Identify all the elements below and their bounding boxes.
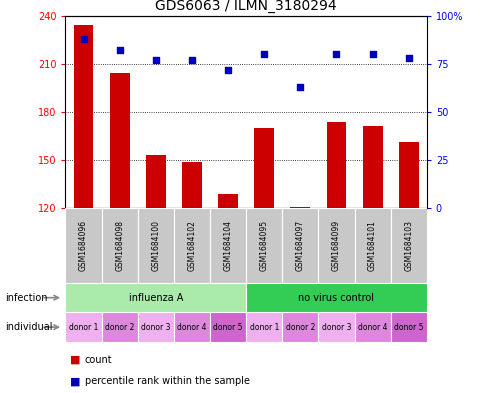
Text: donor 3: donor 3 [321, 323, 350, 332]
Text: donor 5: donor 5 [393, 323, 423, 332]
Bar [146, 155, 166, 208]
Point [79, 36, 87, 42]
Bar [245, 283, 426, 312]
Text: individual: individual [5, 322, 52, 332]
Point [332, 51, 340, 57]
Bar [182, 162, 201, 208]
Point [404, 55, 412, 61]
Bar [218, 194, 238, 208]
Title: GDS6063 / ILMN_3180294: GDS6063 / ILMN_3180294 [155, 0, 336, 13]
Bar [137, 208, 173, 283]
Bar [109, 73, 129, 208]
Text: donor 3: donor 3 [141, 323, 170, 332]
Bar [173, 312, 210, 342]
Bar [137, 312, 173, 342]
Text: donor 2: donor 2 [105, 323, 134, 332]
Text: GSM1684103: GSM1684103 [403, 220, 412, 271]
Bar [390, 312, 426, 342]
Bar [318, 312, 354, 342]
Bar [290, 207, 310, 208]
Text: donor 4: donor 4 [177, 323, 206, 332]
Text: influenza A: influenza A [128, 293, 182, 303]
Bar [210, 312, 245, 342]
Bar [354, 312, 390, 342]
Bar [354, 208, 390, 283]
Bar [390, 208, 426, 283]
Text: ■: ■ [70, 376, 81, 386]
Bar [362, 127, 382, 208]
Text: GSM1684104: GSM1684104 [223, 220, 232, 271]
Text: GSM1684097: GSM1684097 [295, 220, 304, 271]
Bar [398, 143, 418, 208]
Bar [282, 208, 318, 283]
Text: GSM1684100: GSM1684100 [151, 220, 160, 271]
Bar [65, 312, 102, 342]
Text: donor 2: donor 2 [285, 323, 315, 332]
Text: infection: infection [5, 293, 47, 303]
Bar [102, 312, 137, 342]
Bar [102, 208, 137, 283]
Text: donor 1: donor 1 [69, 323, 98, 332]
Text: GSM1684096: GSM1684096 [79, 220, 88, 271]
Bar [326, 122, 346, 208]
Text: GSM1684099: GSM1684099 [331, 220, 340, 271]
Bar [210, 208, 245, 283]
Text: no virus control: no virus control [298, 293, 374, 303]
Text: donor 4: donor 4 [357, 323, 387, 332]
Point [224, 66, 231, 73]
Point [368, 51, 376, 57]
Bar [318, 208, 354, 283]
Point [116, 47, 123, 53]
Bar [65, 283, 245, 312]
Bar [173, 208, 210, 283]
Text: GSM1684102: GSM1684102 [187, 220, 196, 271]
Bar [282, 312, 318, 342]
Text: GSM1684095: GSM1684095 [259, 220, 268, 271]
Point [188, 57, 196, 63]
Text: GSM1684101: GSM1684101 [367, 220, 377, 271]
Text: GSM1684098: GSM1684098 [115, 220, 124, 271]
Point [296, 84, 303, 90]
Bar [74, 26, 93, 208]
Point [260, 51, 268, 57]
Bar [254, 128, 273, 208]
Point [151, 57, 159, 63]
Text: donor 1: donor 1 [249, 323, 278, 332]
Text: percentile rank within the sample: percentile rank within the sample [85, 376, 249, 386]
Text: count: count [85, 354, 112, 365]
Bar [245, 312, 282, 342]
Text: ■: ■ [70, 354, 81, 365]
Text: donor 5: donor 5 [213, 323, 242, 332]
Bar [65, 208, 102, 283]
Bar [245, 208, 282, 283]
